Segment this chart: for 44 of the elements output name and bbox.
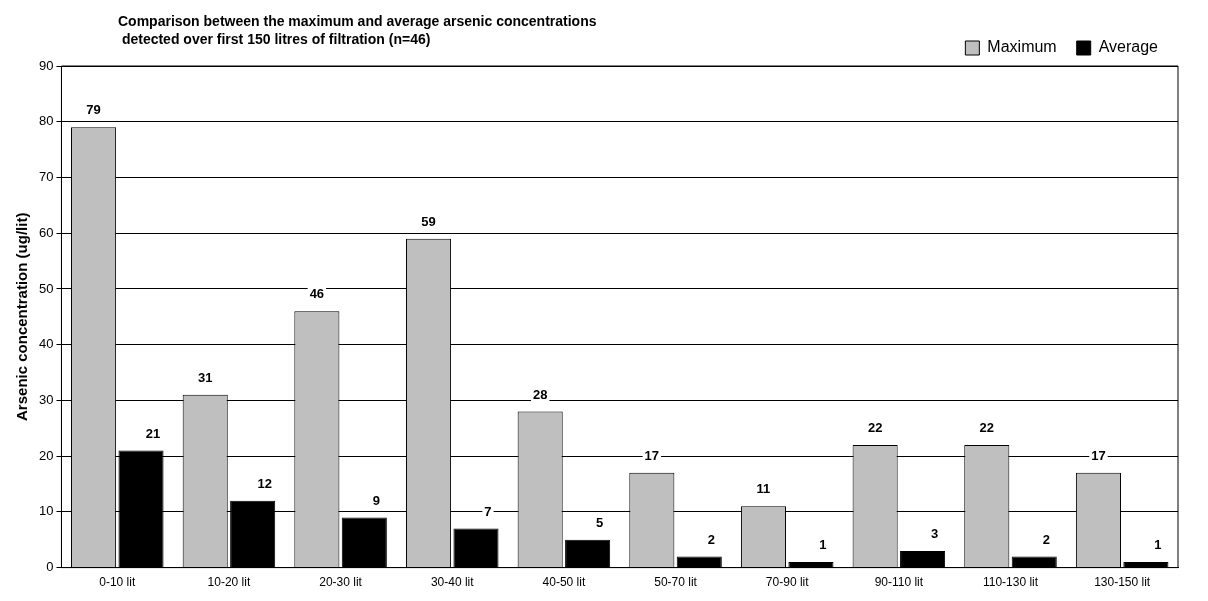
y-tick-label: 40 — [38, 336, 54, 352]
data-label: 1 — [819, 537, 827, 553]
data-label: 17 — [644, 447, 660, 463]
x-tick-label: 20-30 lit — [319, 575, 363, 590]
data-label: 31 — [197, 369, 213, 385]
x-tick-label: 90-110 lit — [874, 575, 924, 590]
x-tick-label: 110-130 lit — [982, 575, 1039, 590]
x-tick-label: 0-10 lit — [99, 575, 136, 590]
data-label: 46 — [309, 286, 325, 302]
x-tick-label: 50-70 lit — [654, 575, 698, 590]
y-tick-label: 60 — [38, 224, 54, 240]
y-tick-label: 20 — [38, 447, 54, 463]
data-label: 28 — [532, 386, 548, 402]
y-tick-label: 70 — [38, 169, 54, 185]
data-label: 1 — [1154, 537, 1162, 553]
data-label: 2 — [1042, 531, 1050, 547]
y-axis-title: Arsenic concentration (ug/lit) — [13, 212, 31, 421]
data-label: 17 — [1091, 447, 1106, 463]
data-label: 3 — [930, 525, 939, 541]
data-label: 59 — [421, 213, 436, 229]
data-label: 9 — [372, 492, 380, 508]
chart-title: Comparison between the maximum and average arsenic concentrations detected over first 150 litres of filtration (n=46) — [118, 12, 597, 48]
x-tick-label: 10-20 lit — [207, 575, 251, 590]
data-label: 21 — [145, 425, 161, 441]
y-tick-label: 90 — [38, 57, 54, 73]
y-tick-label: 10 — [38, 503, 54, 519]
data-label: 11 — [756, 481, 771, 497]
y-tick-label: 80 — [38, 113, 54, 129]
y-tick-label: 50 — [38, 280, 54, 296]
legend-label: Average — [1098, 38, 1159, 56]
x-tick-label: 70-90 lit — [765, 575, 810, 590]
x-tick-label: 40-50 lit — [542, 575, 586, 590]
data-label: 2 — [707, 531, 715, 547]
legend-label: Maximum — [987, 38, 1057, 56]
data-label: 5 — [596, 514, 604, 530]
data-label: 7 — [484, 503, 492, 519]
y-tick-label: 0 — [46, 559, 54, 575]
data-label: 79 — [86, 102, 101, 118]
x-tick-label: 130-150 lit — [1094, 575, 1151, 590]
data-label: 22 — [867, 420, 883, 436]
y-tick-label: 30 — [38, 391, 54, 407]
data-label: 12 — [257, 475, 272, 491]
x-tick-label: 30-40 lit — [430, 575, 475, 590]
data-label: 22 — [979, 420, 995, 436]
